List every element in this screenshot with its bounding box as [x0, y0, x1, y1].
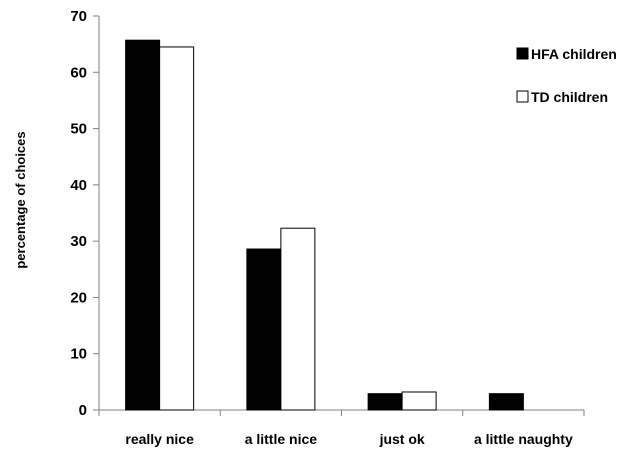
- bar-td-children-a-little-nice: [280, 227, 316, 411]
- legend: HFA children TD children: [516, 46, 617, 105]
- y-tick-label: 60: [70, 64, 87, 81]
- x-category-label: just ok: [379, 431, 425, 447]
- x-category-label: a little naughty: [474, 431, 573, 447]
- legend-swatch: [516, 90, 529, 103]
- legend-label: TD children: [531, 89, 608, 105]
- y-tick-label: 70: [70, 8, 87, 25]
- y-tick-label: 30: [70, 233, 87, 250]
- bar-hfa-children-just-ok: [367, 393, 403, 411]
- bars: [125, 39, 524, 411]
- bar-td-children-really-nice: [159, 46, 195, 411]
- y-tick-label: 10: [70, 346, 87, 363]
- y-tick-label: 0: [79, 402, 87, 419]
- y-axis: 0 10 20 30 40 50 60 70: [70, 8, 100, 419]
- x-category-label: a little nice: [245, 431, 318, 447]
- bar-hfa-children-a-little-nice: [246, 248, 282, 411]
- x-axis: really nice a little nice just ok a little …: [98, 409, 585, 447]
- y-tick-label: 50: [70, 121, 87, 138]
- y-axis-label: percentage of choices: [13, 131, 28, 268]
- x-category-label: really nice: [125, 431, 194, 447]
- y-tick-label: 20: [70, 289, 87, 306]
- y-tick-label: 40: [70, 177, 87, 194]
- bar-td-children-just-ok: [401, 391, 437, 411]
- legend-swatch: [516, 47, 529, 60]
- bar-hfa-children-really-nice: [125, 39, 161, 411]
- legend-label: HFA children: [531, 46, 617, 62]
- bar-hfa-children-a-little-naughty: [488, 393, 524, 411]
